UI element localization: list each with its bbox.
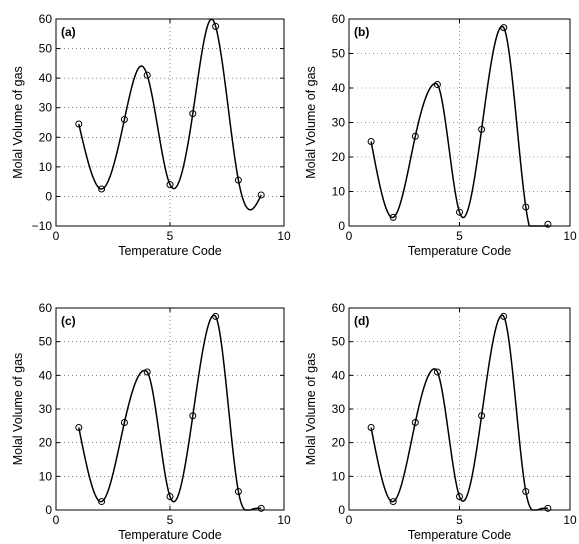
data-point	[212, 312, 220, 320]
data-point	[98, 185, 106, 193]
chart-panel-3: 0 5 10 0 10 20 30 40 50 60 Temperature Code Molal V…	[11, 301, 291, 542]
data-point	[143, 368, 151, 376]
y-axis-label: Molal Volume of gas	[11, 66, 25, 179]
data-point	[456, 493, 463, 501]
data-point	[478, 125, 486, 133]
data-point	[367, 137, 375, 145]
y-axis-label: Molal Volume of gas	[304, 66, 318, 179]
data-point	[166, 181, 174, 189]
y-tick-label: 50	[332, 335, 346, 349]
data-point	[143, 71, 151, 79]
data-point	[389, 213, 397, 221]
x-tick-label: 5	[456, 229, 463, 243]
y-tick-label: 20	[39, 436, 53, 450]
x-tick-label: 10	[563, 513, 577, 527]
y-tick-label: −10	[32, 219, 53, 233]
y-tick-label: 0	[45, 189, 52, 203]
data-point	[189, 412, 197, 420]
y-tick-label: 60	[332, 301, 346, 315]
chart-panel-4: 0 5 10 0 10 20 30 40 50 60 Temperature Code Molal V…	[304, 301, 577, 542]
data-point	[433, 81, 441, 89]
series-line	[370, 25, 549, 227]
data-point	[98, 498, 106, 506]
data-point	[544, 504, 552, 512]
data-point	[500, 312, 508, 320]
y-tick-label: 60	[39, 301, 53, 315]
y-tick-label: 20	[39, 130, 53, 144]
x-tick-label: 10	[277, 513, 291, 527]
y-axis-label: Molal Volume of gas	[304, 353, 318, 466]
y-tick-label: 30	[39, 402, 53, 416]
series-line	[78, 18, 262, 211]
data-point	[456, 208, 463, 216]
panel-label: (d)	[354, 314, 369, 328]
y-tick-label: 60	[39, 12, 53, 26]
data-point	[234, 487, 242, 495]
data-point	[478, 412, 486, 420]
data-point	[257, 504, 265, 512]
y-tick-label: 10	[332, 185, 346, 199]
y-tick-label: 30	[39, 101, 53, 115]
data-point	[411, 132, 419, 140]
y-tick-label: 50	[39, 42, 53, 56]
x-tick-label: 5	[456, 513, 463, 527]
data-point	[120, 116, 128, 124]
x-axis-label: Temperature Code	[118, 244, 222, 258]
y-tick-label: 60	[332, 12, 346, 26]
chart-panel-2: 0 5 10 0 10 20 30 40 50 60 Temperature Code Molal V…	[304, 12, 577, 258]
data-point	[433, 368, 441, 376]
series-line	[370, 314, 548, 511]
data-point	[411, 418, 419, 426]
data-point	[367, 424, 375, 432]
data-point	[522, 203, 530, 211]
y-tick-label: 50	[332, 47, 346, 61]
y-tick-label: 30	[332, 402, 346, 416]
y-tick-label: 20	[332, 436, 346, 450]
panel-label: (a)	[61, 25, 76, 39]
data-point	[212, 22, 220, 30]
y-tick-label: 20	[332, 150, 346, 164]
data-point	[75, 120, 83, 128]
data-point	[189, 110, 197, 118]
data-point	[120, 418, 128, 426]
y-tick-label: 50	[39, 335, 53, 349]
data-point	[257, 191, 265, 199]
x-tick-label: 5	[167, 229, 174, 243]
axes-box	[55, 18, 285, 227]
data-point	[544, 220, 552, 228]
x-axis-label: Temperature Code	[408, 528, 512, 542]
data-point	[75, 424, 83, 432]
y-tick-label: 10	[332, 469, 346, 483]
y-tick-label: 0	[338, 503, 345, 517]
x-tick-label: 0	[346, 513, 353, 527]
y-tick-label: 40	[332, 368, 346, 382]
x-tick-label: 0	[346, 229, 353, 243]
series-line	[78, 314, 262, 511]
x-axis-label: Temperature Code	[118, 528, 222, 542]
y-tick-label: 40	[332, 81, 346, 95]
panel-label: (b)	[354, 25, 369, 39]
y-tick-label: 10	[39, 160, 53, 174]
y-tick-label: 10	[39, 469, 53, 483]
data-point	[522, 487, 530, 495]
x-tick-label: 10	[563, 229, 577, 243]
y-tick-label: 0	[338, 219, 345, 233]
y-tick-label: 40	[39, 368, 53, 382]
data-point	[389, 498, 397, 506]
x-tick-label: 5	[167, 513, 174, 527]
y-tick-label: 30	[332, 116, 346, 130]
y-tick-label: 40	[39, 71, 53, 85]
x-tick-label: 10	[277, 229, 291, 243]
data-point	[166, 493, 174, 501]
data-point	[234, 176, 242, 184]
x-tick-label: 0	[53, 229, 60, 243]
data-point	[500, 24, 508, 32]
x-axis-label: Temperature Code	[408, 244, 512, 258]
y-tick-label: 0	[45, 503, 52, 517]
y-axis-label: Molal Volume of gas	[11, 353, 25, 466]
x-tick-label: 0	[53, 513, 60, 527]
panel-label: (c)	[61, 314, 76, 328]
